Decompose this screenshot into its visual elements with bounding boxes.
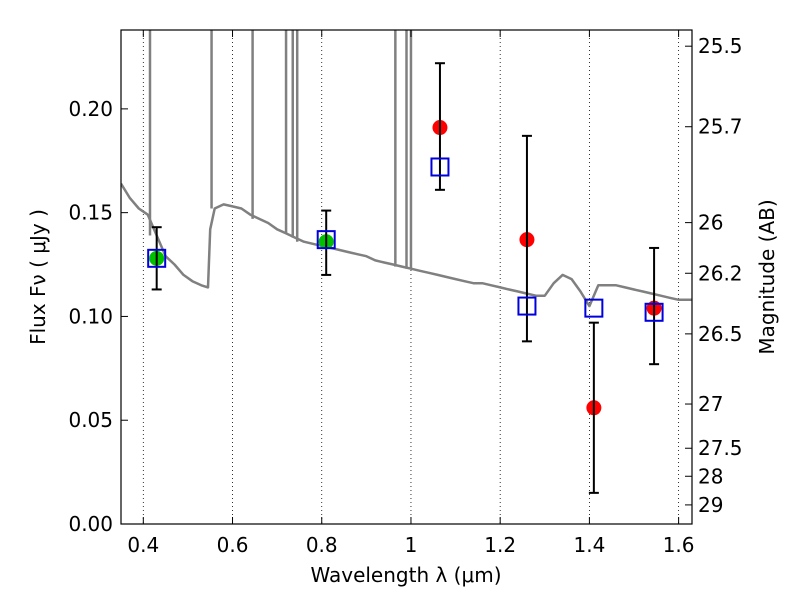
y-axis-right: 25.5 25.7 26 26.2 26.5 27 27.5 28 29 bbox=[685, 34, 743, 517]
x-tick-label: 0.4 bbox=[127, 533, 159, 557]
model-photometry-square bbox=[584, 298, 604, 318]
x-tick-label: 0.8 bbox=[306, 533, 338, 557]
y-tick-label: 0.20 bbox=[68, 97, 113, 121]
y-tick-label: 0.00 bbox=[68, 512, 113, 536]
template-spectrum-line bbox=[121, 182, 692, 308]
x-axis-title: Wavelength λ (μm) bbox=[310, 563, 501, 587]
model-photometry-square bbox=[430, 157, 450, 177]
x-tick-label: 1 bbox=[405, 533, 418, 557]
y-axis-title: Flux Fν ( μJy ) bbox=[26, 209, 50, 345]
x-axis: 0.4 0.6 0.8 1 1.2 1.4 1.6 bbox=[127, 30, 695, 557]
y-tick-label: 0.10 bbox=[68, 304, 113, 328]
y-tick-label: 0.15 bbox=[68, 201, 113, 225]
y-axis-left: 0.00 0.05 0.10 0.15 0.20 bbox=[68, 97, 128, 536]
model-photometry-square bbox=[644, 302, 664, 322]
x-tick-label: 0.6 bbox=[217, 533, 249, 557]
model-photometry-square bbox=[316, 230, 336, 250]
plot-frame bbox=[120, 29, 693, 525]
y2-axis-title: Magnitude (AB) bbox=[755, 199, 779, 354]
model-photometry-square bbox=[147, 248, 167, 268]
y2-tick-label: 25.5 bbox=[698, 34, 743, 58]
y2-tick-label: 27 bbox=[698, 392, 723, 416]
model-photometry-square bbox=[517, 296, 537, 316]
x-tick-label: 1.6 bbox=[663, 533, 695, 557]
y2-tick-label: 26.5 bbox=[698, 322, 743, 346]
y2-tick-label: 25.7 bbox=[698, 115, 743, 139]
y-tick-label: 0.05 bbox=[68, 408, 113, 432]
plot-area bbox=[121, 30, 692, 494]
y2-tick-label: 26 bbox=[698, 211, 723, 235]
y2-tick-label: 28 bbox=[698, 464, 723, 488]
x-tick-label: 1.2 bbox=[484, 533, 516, 557]
y2-tick-label: 27.5 bbox=[698, 436, 743, 460]
y2-tick-label: 29 bbox=[698, 493, 723, 517]
x-tick-label: 1.4 bbox=[573, 533, 605, 557]
y2-tick-label: 26.2 bbox=[698, 261, 743, 285]
